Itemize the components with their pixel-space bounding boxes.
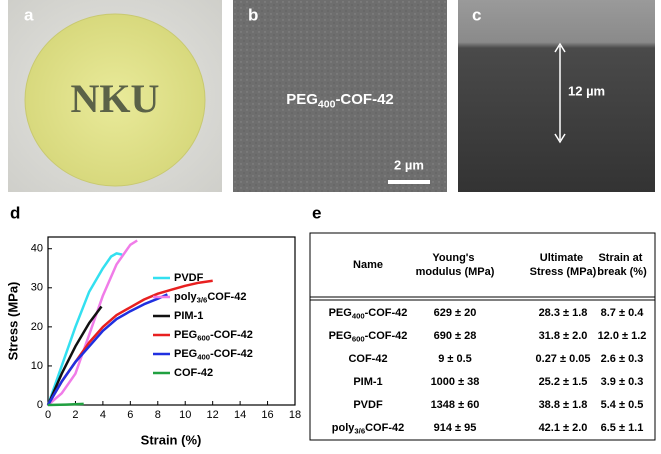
legend-label: PVDF: [174, 272, 204, 284]
x-tick-label: 6: [127, 409, 133, 421]
membrane-disc: [24, 13, 206, 187]
x-tick-label: 0: [45, 409, 51, 421]
arrow-heads: [554, 42, 566, 144]
x-tick-label: 14: [234, 409, 246, 421]
table-cell: 629 ± 20: [434, 307, 477, 319]
table-cell: 3.9 ± 0.3: [601, 376, 644, 388]
table-cell: 0.27 ± 0.05: [536, 353, 591, 365]
table-cell: poly3/6COF-42: [332, 422, 404, 435]
sem-c: [458, 0, 655, 192]
x-tick-label: 12: [207, 409, 219, 421]
table-header: Strain at break (%): [597, 252, 647, 278]
legend-label: PEG600-COF-42: [174, 329, 253, 342]
table-cell: 8.7 ± 0.4: [601, 307, 645, 319]
legend-label: poly3/6COF-42: [174, 291, 246, 304]
table-cell: COF-42: [348, 353, 387, 365]
panel-label: b: [248, 5, 258, 24]
table-cell: PVDF: [353, 399, 383, 411]
table-cell: 9 ± 0.5: [438, 353, 472, 365]
scale-bar: [388, 180, 430, 184]
photo-text: NKU: [71, 76, 160, 121]
sem-b: [233, 0, 447, 192]
legend-label: COF-42: [174, 367, 213, 379]
data-line: [46, 252, 123, 406]
table-cell: 38.8 ± 1.8: [539, 399, 588, 411]
x-axis-title: Strain (%): [141, 432, 202, 447]
data-line: [46, 293, 168, 406]
thickness-label: 12 µm: [568, 83, 605, 98]
table-cell: 1000 ± 38: [431, 376, 480, 388]
table-cell: 2.6 ± 0.3: [601, 353, 644, 365]
table-cell: 6.5 ± 1.1: [601, 422, 644, 434]
table-cell: 42.1 ± 2.0: [539, 422, 588, 434]
scale-label: 2 µm: [394, 157, 424, 172]
table-header: Young's modulus (MPa): [416, 252, 495, 278]
sem-text: PEG400-COF-42: [286, 91, 394, 110]
x-tick-label: 10: [179, 409, 191, 421]
table-cell: 25.2 ± 1.5: [539, 376, 588, 388]
table-cell: 690 ± 28: [434, 330, 477, 342]
panel-label: e: [312, 203, 321, 222]
table-cell: 1348 ± 60: [431, 399, 480, 411]
x-tick-label: 18: [289, 409, 301, 421]
panel-label: a: [24, 5, 34, 24]
legend-label: PIM-1: [174, 310, 203, 322]
x-tick-label: 16: [261, 409, 273, 421]
table-header: Ultimate Stress (MPa): [530, 252, 597, 278]
panel-label: d: [10, 203, 20, 222]
data-line: [47, 402, 84, 407]
table-cell: 28.3 ± 1.8: [539, 307, 588, 319]
y-tick-label: 20: [31, 321, 43, 333]
table-frame: [309, 232, 656, 441]
table-cell: 914 ± 95: [434, 422, 477, 434]
table-cell: PEG600-COF-42: [329, 330, 408, 343]
table-cell: 31.8 ± 2.0: [539, 330, 588, 342]
x-tick-label: 8: [155, 409, 161, 421]
y-tick-label: 40: [31, 243, 43, 255]
table-cell: 12.0 ± 1.2: [598, 330, 647, 342]
table-cell: PEG400-COF-42: [329, 307, 408, 320]
y-axis-title: Stress (MPa): [5, 282, 20, 361]
y-tick-label: 0: [37, 399, 43, 411]
x-tick-label: 2: [72, 409, 78, 421]
table-cell: PIM-1: [353, 376, 382, 388]
panel-label: c: [472, 5, 481, 24]
plot-frame: [47, 236, 296, 406]
table-cell: 5.4 ± 0.5: [601, 399, 644, 411]
x-tick-label: 4: [100, 409, 106, 421]
legend-label: PEG400-COF-42: [174, 348, 253, 361]
table-header: Name: [353, 259, 383, 271]
y-tick-label: 30: [31, 282, 43, 294]
y-tick-label: 10: [31, 360, 43, 372]
data-line: [46, 305, 103, 406]
